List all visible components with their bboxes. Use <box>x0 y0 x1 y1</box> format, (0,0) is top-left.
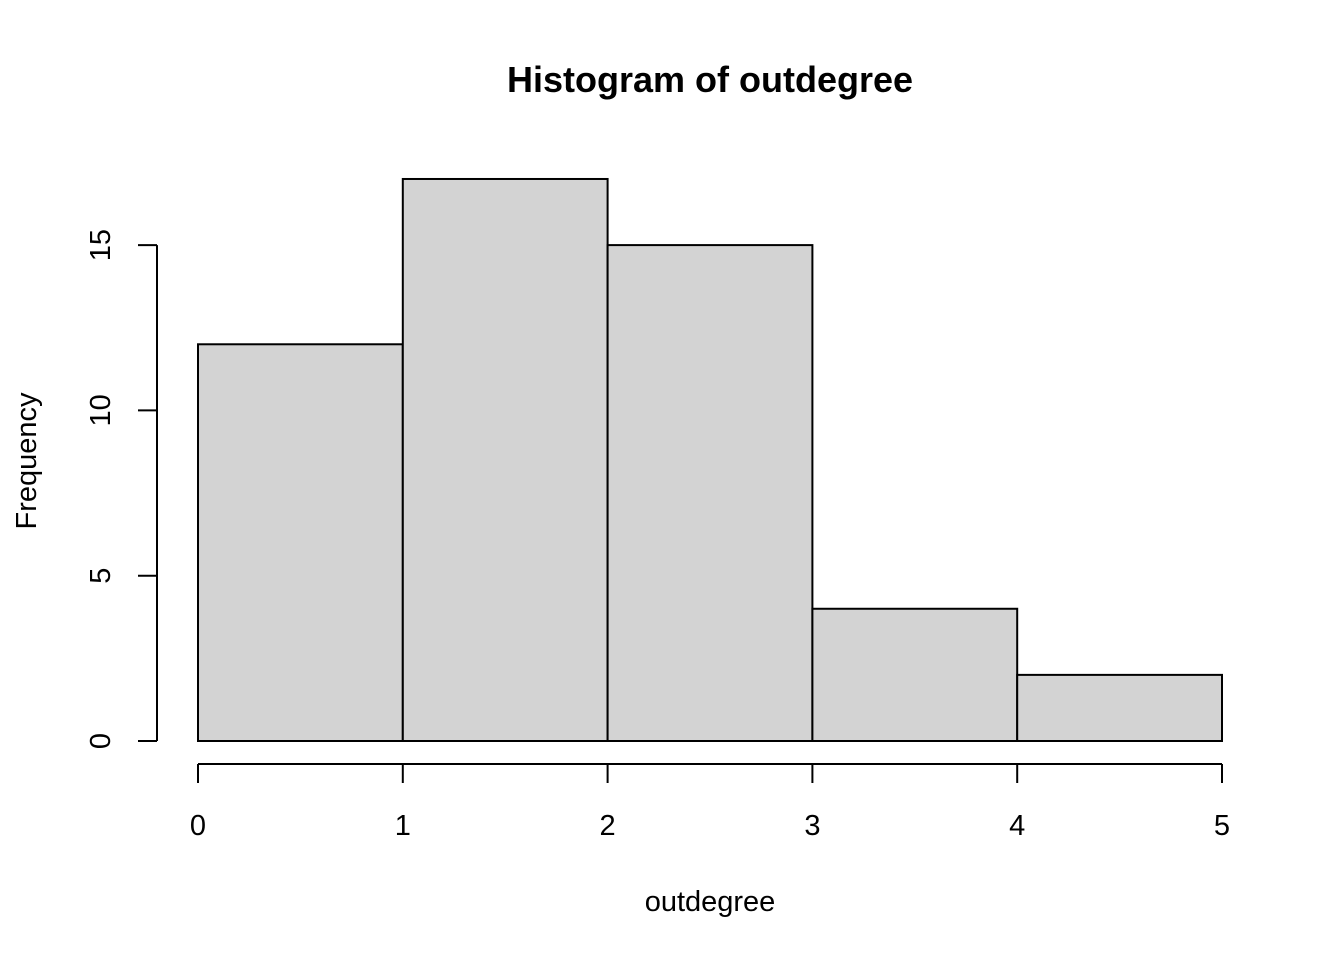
chart-title: Histogram of outdegree <box>507 59 913 100</box>
y-axis-label: Frequency <box>11 392 43 530</box>
bars-group <box>197 177 1224 743</box>
y-tick-label: 5 <box>85 568 117 584</box>
x-tick-label: 0 <box>190 810 206 842</box>
histogram-bar <box>401 177 609 743</box>
x-tick-label: 3 <box>804 810 820 842</box>
histogram-bar <box>606 244 814 742</box>
y-tick-label: 10 <box>85 394 117 426</box>
x-tick-label: 4 <box>1009 810 1025 842</box>
x-axis-label: outdegree <box>645 886 776 918</box>
x-axis: 0 1 2 3 4 5 <box>190 763 1230 842</box>
x-tick-label: 5 <box>1214 810 1230 842</box>
y-tick-label: 15 <box>85 229 117 261</box>
y-tick-label: 0 <box>85 733 117 749</box>
histogram-bar <box>1016 673 1224 743</box>
histogram-bar <box>811 607 1019 743</box>
x-tick-label: 1 <box>395 810 411 842</box>
y-axis: 0 5 10 15 <box>85 229 158 749</box>
histogram-bar <box>197 343 404 742</box>
x-tick-label: 2 <box>600 810 616 842</box>
